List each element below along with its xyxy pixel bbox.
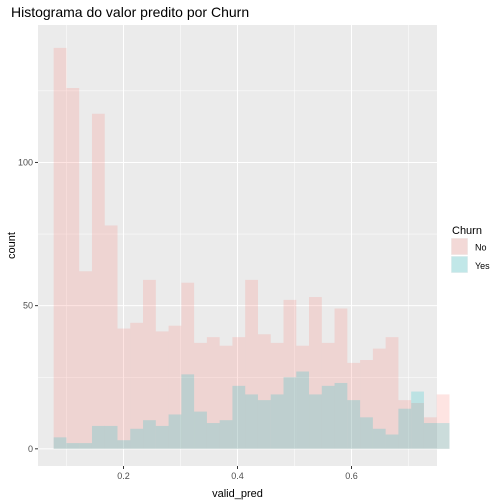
- histogram-bar-yes: [181, 374, 195, 449]
- histogram-bar-yes: [372, 428, 386, 449]
- histogram-bar-yes: [232, 385, 246, 449]
- legend-label-yes: Yes: [475, 261, 490, 271]
- histogram-bar-no: [194, 342, 207, 449]
- histogram-bar-yes: [321, 385, 335, 449]
- histogram-bar-yes: [155, 425, 169, 449]
- histogram-bar-yes: [143, 420, 156, 449]
- histogram-bar-yes: [411, 391, 424, 449]
- x-axis-title: valid_pred: [212, 488, 263, 500]
- histogram-bar-no: [270, 342, 284, 449]
- y-tick-label: 50: [23, 301, 33, 311]
- histogram-bar-no: [91, 113, 105, 449]
- histogram-bar-no: [232, 337, 246, 449]
- legend-swatch-yes: [451, 256, 468, 273]
- histogram-bar-no: [117, 328, 131, 449]
- histogram-bar-yes: [257, 400, 271, 449]
- histogram-bar-yes: [79, 443, 92, 449]
- histogram-bar-no: [283, 299, 297, 449]
- histogram-bar-yes: [296, 371, 310, 449]
- legend-title: Churn: [452, 225, 482, 237]
- histogram-bar-no: [219, 345, 233, 449]
- histogram-bar-no: [398, 400, 412, 449]
- histogram-bar-yes: [91, 425, 105, 449]
- histogram-bar-no: [385, 337, 399, 449]
- histogram-bar-yes: [385, 434, 399, 449]
- legend-key-yes: [451, 256, 468, 273]
- y-axis-title: count: [6, 232, 18, 259]
- histogram-bar-yes: [334, 382, 348, 449]
- histogram-bar-no: [66, 88, 80, 449]
- histogram-bar-no: [309, 297, 322, 449]
- legend-key-no: [451, 238, 468, 255]
- bars-no-series: [53, 47, 450, 449]
- bars-yes-series: [53, 371, 450, 449]
- legend-label-no: No: [475, 243, 487, 253]
- histogram-bar-no: [79, 271, 92, 449]
- histogram-bar-no: [181, 282, 195, 449]
- histogram-bar-no: [143, 279, 156, 449]
- y-axis: 0 50 100: [18, 157, 38, 454]
- histogram-bar-yes: [206, 423, 220, 449]
- histogram-bar-no: [347, 362, 361, 449]
- x-tick-label: 0.4: [231, 471, 244, 481]
- histogram-bar-no: [436, 394, 450, 449]
- histogram-bar-no: [360, 360, 373, 449]
- histogram-bar-yes: [53, 437, 67, 449]
- histogram-bar-yes: [436, 423, 450, 449]
- histogram-bar-no: [53, 47, 67, 449]
- major-gridlines: [38, 25, 437, 466]
- x-tick-label: 0.6: [345, 471, 358, 481]
- x-tick-label: 0.2: [117, 471, 130, 481]
- legend: Churn No Yes: [451, 225, 490, 273]
- y-tick-label: 0: [28, 444, 33, 454]
- histogram-bar-yes: [283, 377, 297, 449]
- histogram-bar-no: [245, 279, 258, 449]
- histogram-bar-yes: [423, 423, 437, 449]
- histogram-bar-no: [130, 322, 144, 449]
- histogram-bar-no: [104, 225, 118, 449]
- y-tick-label: 100: [18, 157, 33, 167]
- histogram-bar-yes: [398, 408, 412, 449]
- histogram-bar-yes: [104, 425, 118, 449]
- histogram-bar-yes: [130, 428, 144, 449]
- histogram-bar-yes: [219, 420, 233, 449]
- histogram-bar-no: [334, 308, 348, 449]
- histogram-bar-no: [321, 342, 335, 449]
- histogram-bar-yes: [309, 394, 322, 449]
- histogram-bar-yes: [360, 417, 373, 449]
- histogram-bar-yes: [270, 394, 284, 449]
- histogram-bar-no: [372, 348, 386, 449]
- histogram-bar-yes: [66, 443, 80, 449]
- histogram-bar-no: [411, 403, 424, 449]
- histogram-bar-no: [155, 331, 169, 449]
- histogram-bar-yes: [117, 440, 131, 449]
- histogram-bar-yes: [194, 411, 207, 449]
- chart-title: Histograma do valor predito por Churn: [11, 4, 249, 20]
- histogram-bar-no: [296, 345, 310, 449]
- histogram-bar-no: [257, 334, 271, 449]
- histogram-bar-yes: [168, 414, 182, 449]
- histogram-bar-no: [423, 417, 437, 449]
- x-axis: 0.2 0.4 0.6: [117, 466, 358, 481]
- histogram-bar-no: [206, 337, 220, 449]
- histogram-bar-no: [168, 325, 182, 449]
- histogram-bar-yes: [347, 400, 361, 449]
- legend-swatch-no: [451, 238, 468, 255]
- histogram-bar-yes: [245, 394, 258, 449]
